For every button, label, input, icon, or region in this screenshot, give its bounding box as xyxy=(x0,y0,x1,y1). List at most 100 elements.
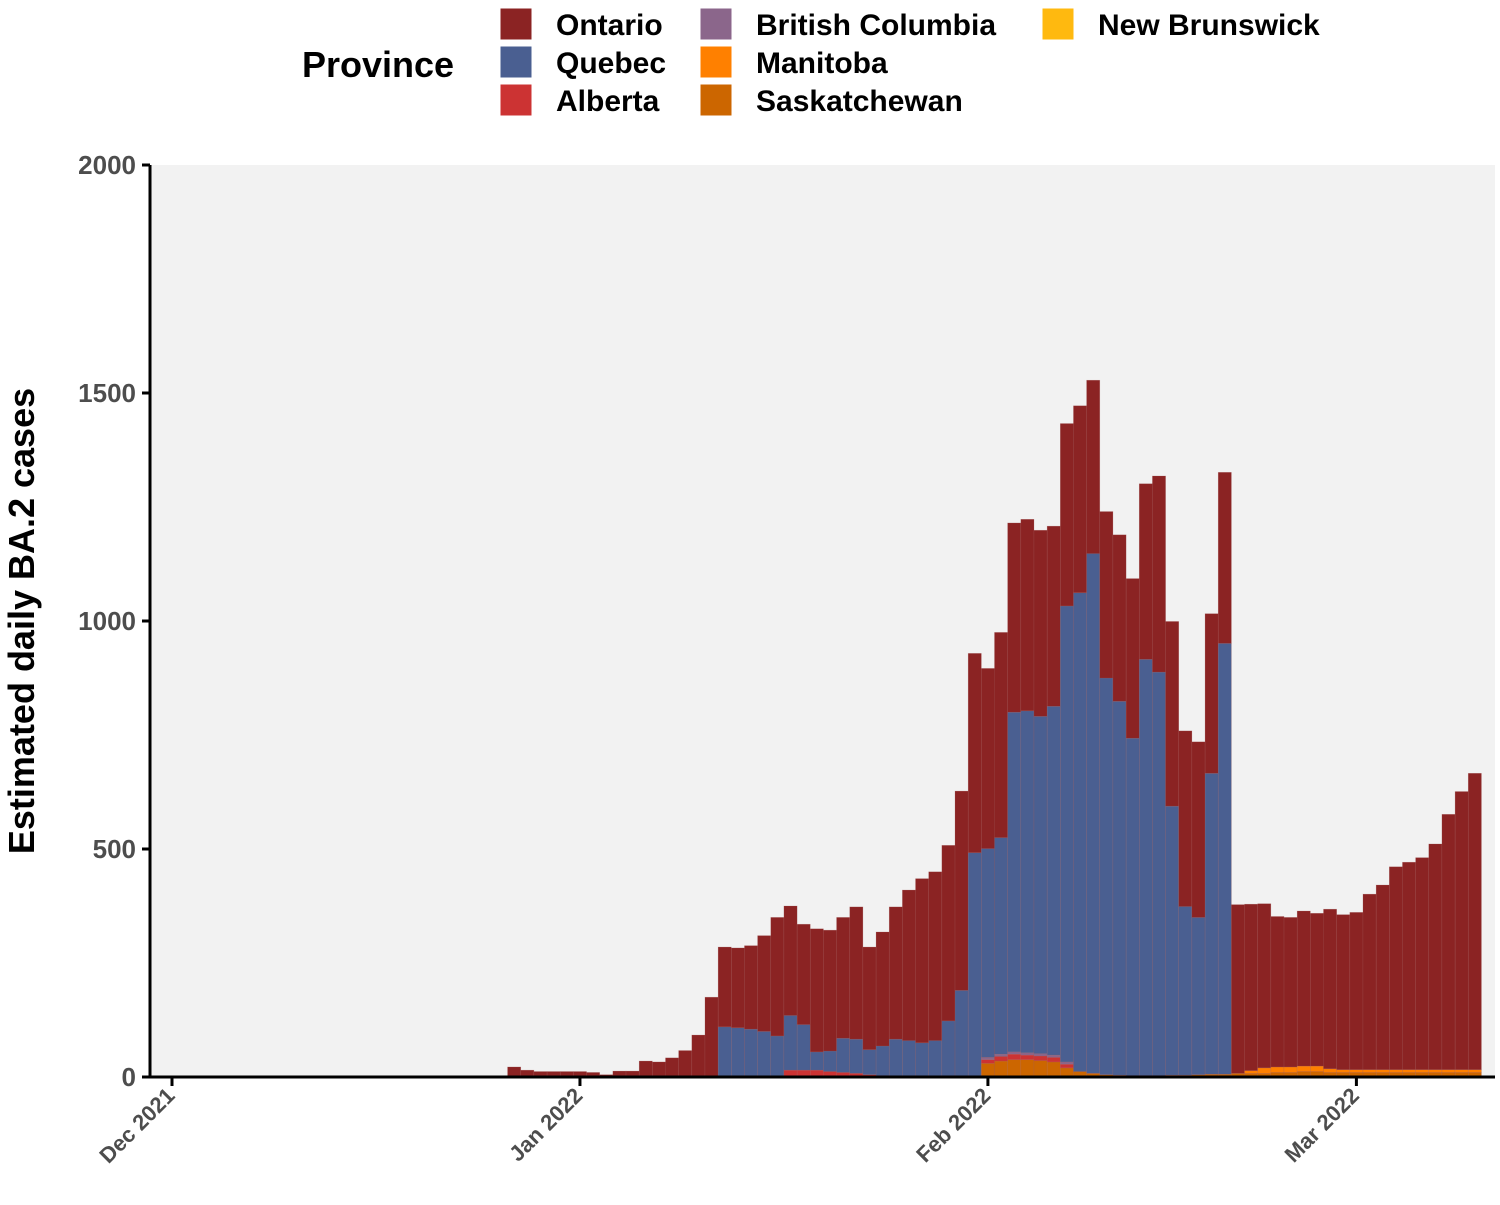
bar-quebec xyxy=(1099,677,1114,1076)
bar-manitoba xyxy=(1296,1065,1311,1072)
bar-ontario xyxy=(1099,511,1114,679)
bar-quebec xyxy=(1191,917,1206,1076)
bar-ontario xyxy=(1112,534,1127,702)
bar-ontario xyxy=(967,653,982,853)
y-tick-label: 0 xyxy=(122,1062,136,1092)
bar-british-columbia xyxy=(1046,1054,1061,1058)
bar-ontario xyxy=(1467,772,1482,1070)
bar-ontario xyxy=(862,946,877,1050)
bar-ontario xyxy=(1138,483,1153,660)
bar-manitoba xyxy=(1336,1069,1351,1073)
y-ticks: 0 500 1000 1500 2000 xyxy=(78,150,150,1092)
bar-ontario xyxy=(875,931,890,1047)
bar-ontario xyxy=(1007,522,1022,713)
bar-quebec xyxy=(928,1040,943,1078)
bar-saskatchewan xyxy=(994,1060,1008,1078)
bar-ontario xyxy=(691,1034,706,1078)
bar-quebec xyxy=(809,1051,824,1071)
legend-swatch xyxy=(499,45,533,79)
x-ticks: Dec 2021 Jan 2022 Feb 2022 Mar 2022 xyxy=(94,1077,1364,1168)
bar-ontario xyxy=(507,1066,522,1078)
bars-layer xyxy=(507,379,1482,1078)
bar-ontario xyxy=(1323,908,1337,1070)
bar-saskatchewan xyxy=(1046,1061,1061,1078)
bar-ontario xyxy=(652,1061,666,1078)
bar-quebec xyxy=(1007,711,1022,1053)
bar-ontario xyxy=(730,947,745,1029)
legend-swatch xyxy=(499,7,533,41)
legend-label: Quebec xyxy=(556,47,666,80)
bar-alberta xyxy=(1007,1053,1022,1060)
bar-british-columbia xyxy=(1060,1061,1074,1065)
bar-alberta xyxy=(1046,1057,1061,1063)
bar-quebec xyxy=(1125,737,1140,1076)
legend: Ontario Quebec Alberta British Columbia Mani… xyxy=(499,7,1320,118)
bar-ontario xyxy=(1349,912,1364,1071)
bar-quebec xyxy=(1033,715,1048,1055)
bar-ontario xyxy=(770,917,785,1037)
bar-quebec xyxy=(744,1028,758,1078)
bar-ontario xyxy=(1073,405,1087,594)
bar-quebec xyxy=(994,837,1008,1055)
bar-ontario xyxy=(981,668,995,849)
bar-british-columbia xyxy=(994,1053,1008,1057)
bar-saskatchewan xyxy=(1033,1060,1048,1078)
bar-quebec xyxy=(888,1038,903,1078)
bar-quebec xyxy=(1060,605,1074,1063)
bar-manitoba xyxy=(1349,1069,1364,1073)
bar-manitoba xyxy=(1310,1065,1324,1072)
bar-quebec xyxy=(823,1050,837,1072)
bar-ontario xyxy=(902,889,916,1041)
bar-ontario xyxy=(1204,613,1219,774)
bar-ontario xyxy=(783,905,798,1016)
bar-british-columbia xyxy=(1007,1051,1022,1055)
bar-quebec xyxy=(1046,705,1061,1056)
bar-alberta xyxy=(981,1059,995,1064)
bar-ontario xyxy=(994,632,1008,838)
x-tick-label: Feb 2022 xyxy=(911,1083,995,1167)
legend-label: British Columbia xyxy=(756,9,996,42)
bar-quebec xyxy=(757,1031,772,1078)
y-tick-label: 1000 xyxy=(78,606,136,636)
bar-manitoba xyxy=(1415,1069,1430,1073)
legend-label: Alberta xyxy=(556,85,660,118)
bar-ontario xyxy=(1270,916,1285,1068)
bar-quebec xyxy=(1178,906,1193,1076)
bar-quebec xyxy=(902,1040,916,1078)
bar-quebec xyxy=(836,1037,851,1073)
bar-ontario xyxy=(1402,861,1416,1070)
bar-ontario xyxy=(1362,893,1377,1071)
bar-ontario xyxy=(665,1057,679,1078)
bar-quebec xyxy=(1073,592,1087,1072)
bar-quebec xyxy=(770,1035,785,1078)
bar-manitoba xyxy=(1389,1069,1403,1073)
bar-manitoba xyxy=(1362,1069,1377,1073)
bar-manitoba xyxy=(1441,1069,1456,1073)
bar-quebec xyxy=(1112,700,1127,1076)
bar-ontario xyxy=(1165,621,1180,807)
bar-quebec xyxy=(862,1049,877,1076)
bar-quebec xyxy=(849,1038,864,1074)
bar-ontario xyxy=(1152,475,1166,673)
bar-quebec xyxy=(717,1026,732,1078)
bar-manitoba xyxy=(1257,1067,1272,1074)
bar-ontario xyxy=(1060,423,1074,607)
bar-ontario xyxy=(1033,529,1048,717)
bar-saskatchewan xyxy=(1020,1059,1035,1078)
bar-ontario xyxy=(1454,791,1469,1070)
bar-quebec xyxy=(1138,658,1153,1076)
bar-ontario xyxy=(1178,730,1193,907)
bar-alberta xyxy=(1060,1063,1074,1069)
bar-ontario xyxy=(757,935,772,1032)
bar-manitoba xyxy=(1428,1069,1443,1073)
bar-quebec xyxy=(1020,710,1035,1054)
bar-quebec xyxy=(796,1024,811,1071)
bar-ontario xyxy=(954,790,969,991)
bar-ontario xyxy=(796,923,811,1025)
bar-quebec xyxy=(1204,772,1219,1075)
bar-ontario xyxy=(704,996,719,1078)
bar-ontario xyxy=(1375,884,1390,1071)
bar-british-columbia xyxy=(1033,1053,1048,1057)
bar-ontario xyxy=(928,871,943,1041)
